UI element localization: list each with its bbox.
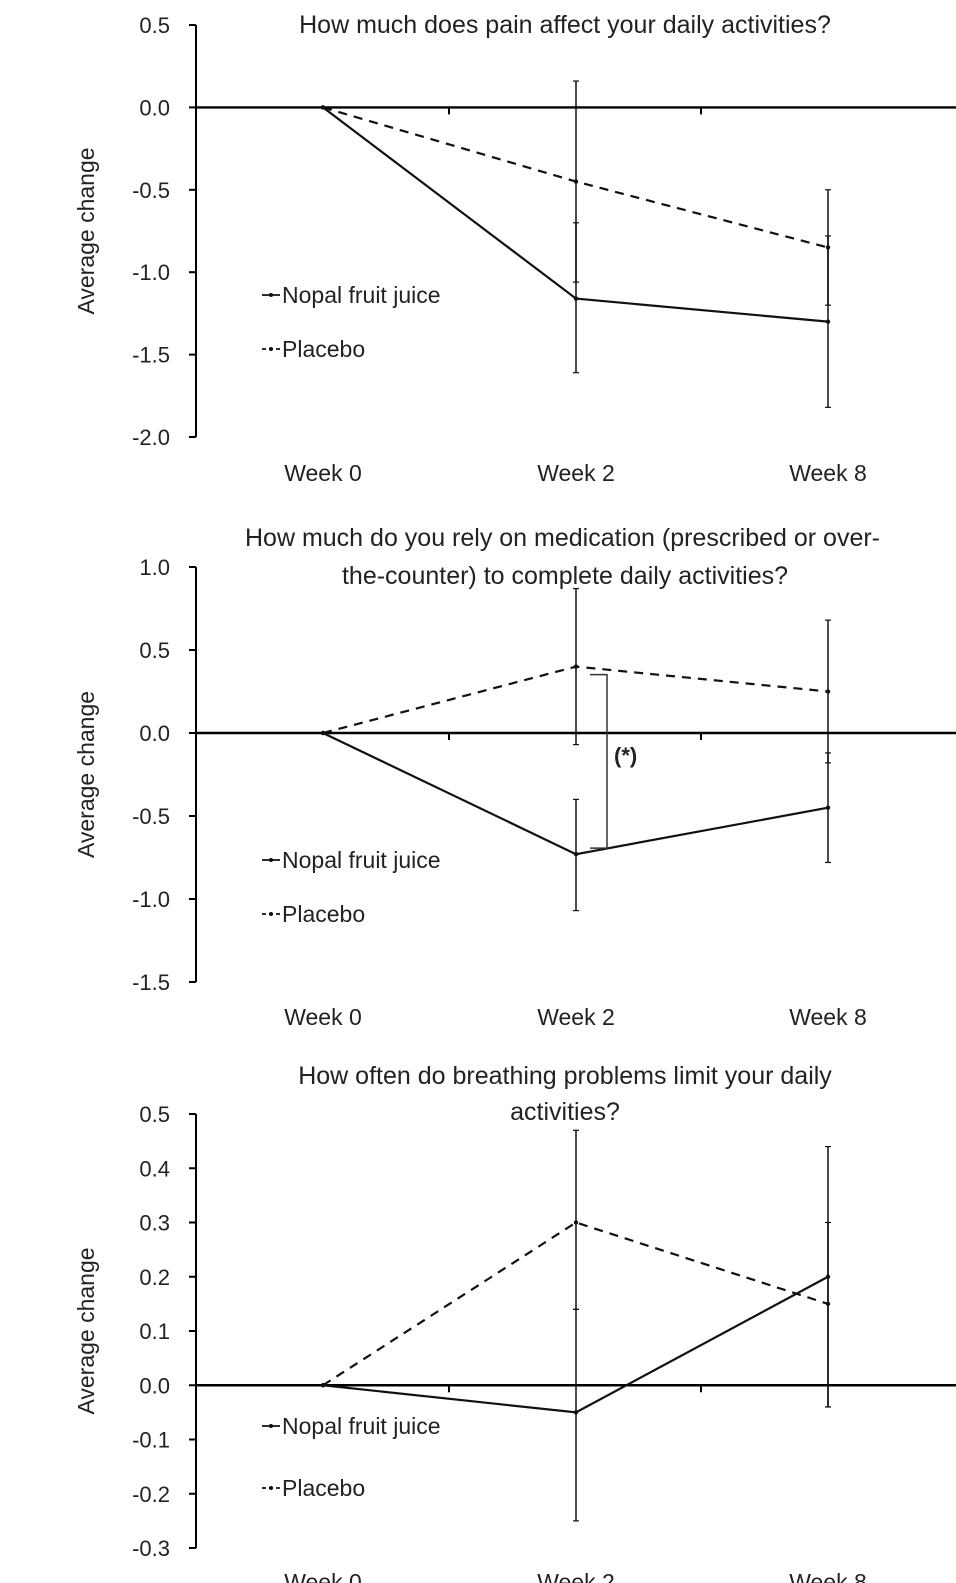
legend-label: Nopal fruit juice [282,847,441,873]
y-tick-label: -0.1 [132,1428,170,1453]
chart-panel-b: How much do you rely on medication (pres… [73,524,956,1030]
y-axis-label: Average change [73,147,99,314]
data-point [825,689,831,694]
y-tick-label: -1.0 [132,260,170,285]
x-category-label: Week 2 [537,1569,615,1583]
y-tick-label: 0.5 [139,1102,170,1127]
x-category-label: Week 2 [537,460,615,486]
y-tick-label: 0.4 [139,1156,170,1181]
data-point [573,179,579,184]
data-point [825,1301,831,1307]
legend-marker [269,1486,273,1490]
chart-title-line: activities? [510,1098,620,1126]
y-tick-label: -0.2 [132,1482,170,1507]
data-point [825,805,831,810]
y-tick-label: 0.2 [139,1265,170,1290]
data-point [573,296,579,301]
data-point [825,319,831,324]
y-tick-label: 0.5 [139,638,170,663]
legend-label: Nopal fruit juice [282,1413,441,1439]
x-category-label: Week 0 [284,1004,362,1030]
series-line-placebo [322,1221,829,1387]
y-tick-label: 1.0 [139,555,170,580]
y-tick-label: 0.0 [139,1373,170,1398]
y-tick-label: -0.3 [132,1536,170,1561]
significance-annotation: (*) [614,743,637,768]
x-category-label: Week 8 [789,1569,867,1583]
data-point [825,245,831,250]
y-axis-label: Average change [73,1247,99,1414]
legend-label: Placebo [282,1475,365,1501]
y-tick-label: 0.5 [139,13,170,38]
y-tick-label: -1.5 [132,343,170,368]
legend-label: Placebo [282,901,365,927]
x-category-label: Week 8 [789,460,867,486]
y-tick-label: -1.0 [132,887,170,912]
chart-title-line: How often do breathing problems limit yo… [298,1062,832,1090]
chart-title-line: the-counter) to complete daily activitie… [342,562,788,590]
y-tick-label: -1.5 [132,970,170,995]
y-tick-label: -2.0 [132,425,170,450]
legend-marker [269,858,273,862]
chart-title-line: How much does pain affect your daily act… [299,11,831,39]
y-tick-label: 0.0 [139,721,170,746]
data-point [320,730,326,736]
legend-marker [269,912,273,916]
data-point [320,1383,326,1388]
x-category-label: Week 0 [284,1569,362,1583]
data-point [573,851,579,857]
legend-label: Placebo [282,336,365,362]
x-category-label: Week 8 [789,1004,867,1030]
y-axis-label: Average change [73,691,99,858]
significance-bracket [590,673,608,849]
legend-marker [269,1424,273,1428]
legend-marker [269,293,273,297]
data-point [573,1220,579,1225]
legend-marker [269,347,273,351]
x-category-label: Week 0 [284,460,362,486]
data-point [573,1410,579,1415]
chart-panel-c: How often do breathing problems limit yo… [73,1062,956,1583]
y-tick-label: -0.5 [132,178,170,203]
data-point [573,664,579,669]
y-tick-label: 0.0 [139,95,170,120]
legend-label: Nopal fruit juice [282,282,441,308]
x-category-label: Week 2 [537,1004,615,1030]
data-point [320,105,326,110]
chart-title-line: How much do you rely on medication (pres… [245,524,880,552]
y-tick-label: 0.3 [139,1211,170,1236]
chart-panel-a: How much does pain affect your daily act… [73,11,956,486]
y-tick-label: -0.5 [132,804,170,829]
y-tick-label: 0.1 [139,1319,170,1344]
